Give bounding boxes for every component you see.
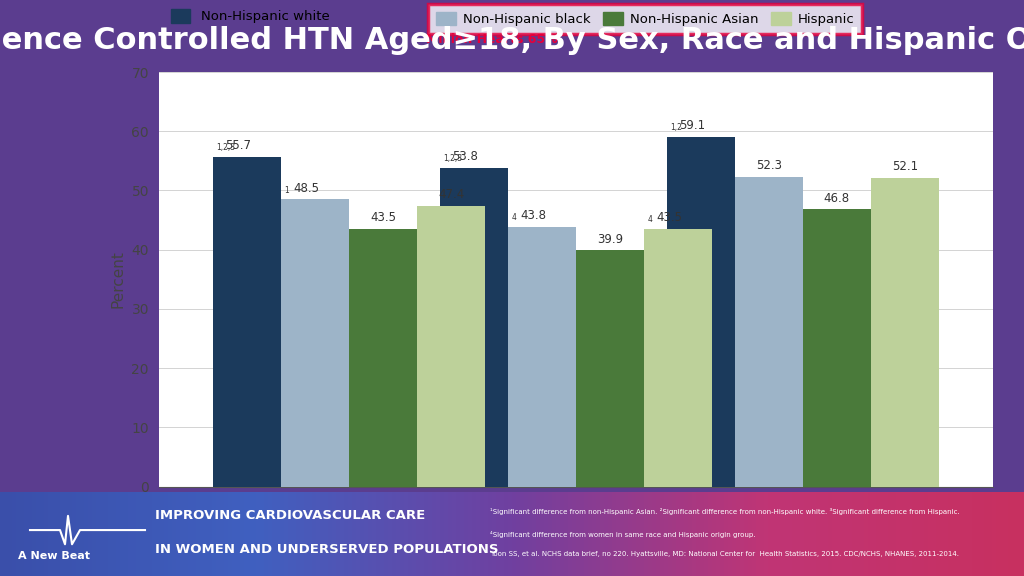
Text: ¹Significant difference from non-Hispanic Asian. ²Significant difference from no: ¹Significant difference from non-Hispani…	[490, 507, 959, 514]
Text: 4: 4	[511, 214, 516, 222]
Legend: Non-Hispanic black, Non-Hispanic Asian, Hispanic: Non-Hispanic black, Non-Hispanic Asian, …	[428, 4, 862, 34]
Bar	[667, 137, 735, 487]
Bar	[417, 206, 485, 487]
Text: Million Hearts 65%: Million Hearts 65%	[426, 33, 557, 46]
Bar	[644, 229, 712, 487]
Bar	[870, 178, 939, 487]
Text: 55.7: 55.7	[225, 139, 252, 152]
Text: 43.8: 43.8	[520, 210, 547, 222]
Bar	[440, 168, 508, 487]
Bar	[213, 157, 282, 487]
Text: 59.1: 59.1	[679, 119, 706, 132]
Text: Yoon SS, et al. NCHS data brief, no 220. Hyattsville, MD: National Center for  H: Yoon SS, et al. NCHS data brief, no 220.…	[490, 551, 959, 557]
Text: 39.9: 39.9	[597, 233, 623, 245]
Text: 52.3: 52.3	[756, 159, 781, 172]
Text: 1,2: 1,2	[670, 123, 682, 132]
Text: 43.5: 43.5	[656, 211, 683, 224]
Bar	[282, 199, 349, 487]
Text: IMPROVING CARDIOVASCULAR CARE: IMPROVING CARDIOVASCULAR CARE	[155, 509, 425, 522]
Bar	[575, 251, 644, 487]
Text: IN WOMEN AND UNDERSERVED POPULATIONS: IN WOMEN AND UNDERSERVED POPULATIONS	[155, 543, 499, 556]
Text: 1,2,3: 1,2,3	[443, 154, 463, 163]
Text: 46.8: 46.8	[823, 192, 850, 204]
Text: 43.5: 43.5	[371, 211, 396, 224]
Text: 4: 4	[647, 215, 652, 224]
Text: 52.1: 52.1	[892, 160, 918, 173]
Text: ⁴Significant difference from women in same race and Hispanic origin group.: ⁴Significant difference from women in sa…	[490, 531, 756, 538]
Y-axis label: Percent: Percent	[111, 251, 126, 308]
Text: 1: 1	[285, 185, 290, 195]
Bar	[349, 229, 417, 487]
Bar	[735, 177, 803, 487]
Bar	[508, 227, 575, 487]
Text: A New Beat: A New Beat	[18, 551, 90, 561]
Text: 1,2,3: 1,2,3	[216, 143, 236, 152]
Text: 53.8: 53.8	[453, 150, 478, 163]
Text: 47.4: 47.4	[438, 188, 465, 201]
Text: 48.5: 48.5	[294, 181, 319, 195]
Bar	[803, 210, 870, 487]
Text: Prevalence Controlled HTN Aged≥18, By Sex, Race and Hispanic Origin: Prevalence Controlled HTN Aged≥18, By Se…	[0, 26, 1024, 55]
